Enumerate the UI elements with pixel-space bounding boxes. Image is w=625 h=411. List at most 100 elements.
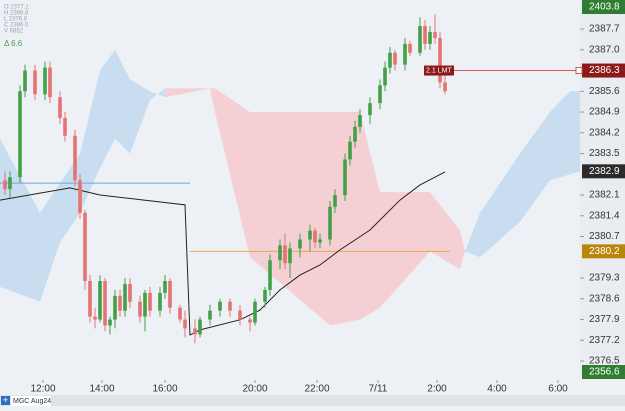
y-tick-label: 2387.7 <box>589 24 620 35</box>
candle-body <box>178 307 182 320</box>
ohlc-legend-item: L 2376.8 <box>4 17 28 23</box>
x-tick-label: 12:00 <box>30 384 55 395</box>
pinned-badge-label: 2403.8 <box>589 2 620 13</box>
y-tick-label: 2380.7 <box>589 231 620 242</box>
candle-body <box>368 103 372 116</box>
cloud-segment <box>480 153 520 258</box>
cloud-segment <box>165 88 210 98</box>
candle-body <box>313 230 317 243</box>
candle-body <box>98 280 102 320</box>
candle-body <box>148 292 152 311</box>
add-button[interactable] <box>1 396 10 405</box>
instrument-tab[interactable] <box>11 396 51 406</box>
moving-average <box>0 171 446 336</box>
candle-body <box>118 295 122 311</box>
ohlc-legend-item: H 2386.8 <box>4 11 29 17</box>
cloud-segment <box>285 112 330 326</box>
candle-body <box>403 43 407 65</box>
candle-body <box>23 70 27 92</box>
y-tick-label: 2376.5 <box>589 356 620 367</box>
candle-body <box>268 260 272 290</box>
candle-body <box>18 91 22 178</box>
candle-body <box>388 52 392 68</box>
y-tick-label: 2377.9 <box>589 314 620 325</box>
candle-body <box>138 301 142 317</box>
instrument-name[interactable]: MGC Aug24 <box>13 398 51 405</box>
add-icon[interactable]: + <box>3 395 8 405</box>
candle-body <box>113 295 117 320</box>
candle-body <box>428 32 432 44</box>
price-badge-label: 2382.9 <box>589 166 620 177</box>
cloud-segment <box>115 49 130 154</box>
price-axis <box>580 0 625 380</box>
candle-body <box>73 135 77 181</box>
price-badge-label: 2380.2 <box>589 246 620 257</box>
ohlc-legend-item: O 2377.1 <box>4 5 29 11</box>
candle-body <box>228 301 232 311</box>
cloud-segment <box>520 112 550 222</box>
cloud-segment <box>570 91 580 175</box>
candle-body <box>433 32 437 38</box>
candle-body <box>383 67 387 86</box>
candle-body <box>348 141 352 160</box>
candle-body <box>163 280 167 293</box>
order-tag <box>424 65 454 76</box>
candle-body <box>208 310 212 320</box>
cloud-segment <box>80 70 100 213</box>
candle-body <box>248 319 252 323</box>
price-badge <box>582 164 625 179</box>
x-tick-label: 2:00 <box>427 384 447 395</box>
x-tick-label: 16:00 <box>152 384 177 395</box>
candle-body <box>48 67 52 98</box>
candle-body <box>308 230 312 240</box>
candle-body <box>283 245 287 264</box>
candle-body <box>123 283 127 311</box>
candle-body <box>83 212 87 281</box>
candle-body <box>183 319 187 329</box>
plot-layer <box>0 14 580 344</box>
candle-body <box>298 239 302 249</box>
y-tick-label: 2379.3 <box>589 273 620 284</box>
price-badge <box>582 63 625 78</box>
candle-body <box>408 43 412 53</box>
candle-body <box>108 319 112 326</box>
candle-body <box>93 316 97 320</box>
candle-body <box>423 26 427 44</box>
candle-body <box>288 248 292 264</box>
cloud-segment <box>550 91 570 181</box>
y-tick-label: 2381.4 <box>589 210 620 221</box>
candle-body <box>278 245 282 261</box>
candle-body <box>3 180 7 190</box>
candle-body <box>143 292 147 317</box>
candle-body <box>158 292 162 311</box>
y-tick-label: 2384.2 <box>589 127 620 138</box>
candle-body <box>218 301 222 311</box>
candle-body <box>58 97 62 118</box>
candle-body <box>393 52 397 65</box>
candle-body <box>378 85 382 104</box>
cloud-segment <box>100 49 115 169</box>
tab-bar <box>0 395 625 406</box>
price-badge <box>582 244 625 259</box>
y-tick-label: 2377.2 <box>589 335 620 346</box>
cloud-segment <box>460 230 465 270</box>
candle-body <box>333 195 337 207</box>
order-cancel <box>575 67 583 75</box>
cloud-segment <box>330 112 360 326</box>
candle-body <box>168 280 172 308</box>
candle-body <box>128 283 132 302</box>
pinned-badge-label: 2356.6 <box>589 367 620 378</box>
candle-body <box>8 177 12 190</box>
candle-body <box>63 117 67 136</box>
y-tick-label: 2378.6 <box>589 293 620 304</box>
cloud-segment <box>150 88 165 101</box>
ohlc-legend-item: V 6852 <box>4 29 24 35</box>
y-tick-label: 2387.0 <box>589 44 620 55</box>
candle-body <box>88 280 92 317</box>
cloud-segment <box>130 79 150 154</box>
cloud-segment <box>465 212 480 258</box>
cloud-segment <box>215 88 250 258</box>
candle-body <box>33 70 37 95</box>
